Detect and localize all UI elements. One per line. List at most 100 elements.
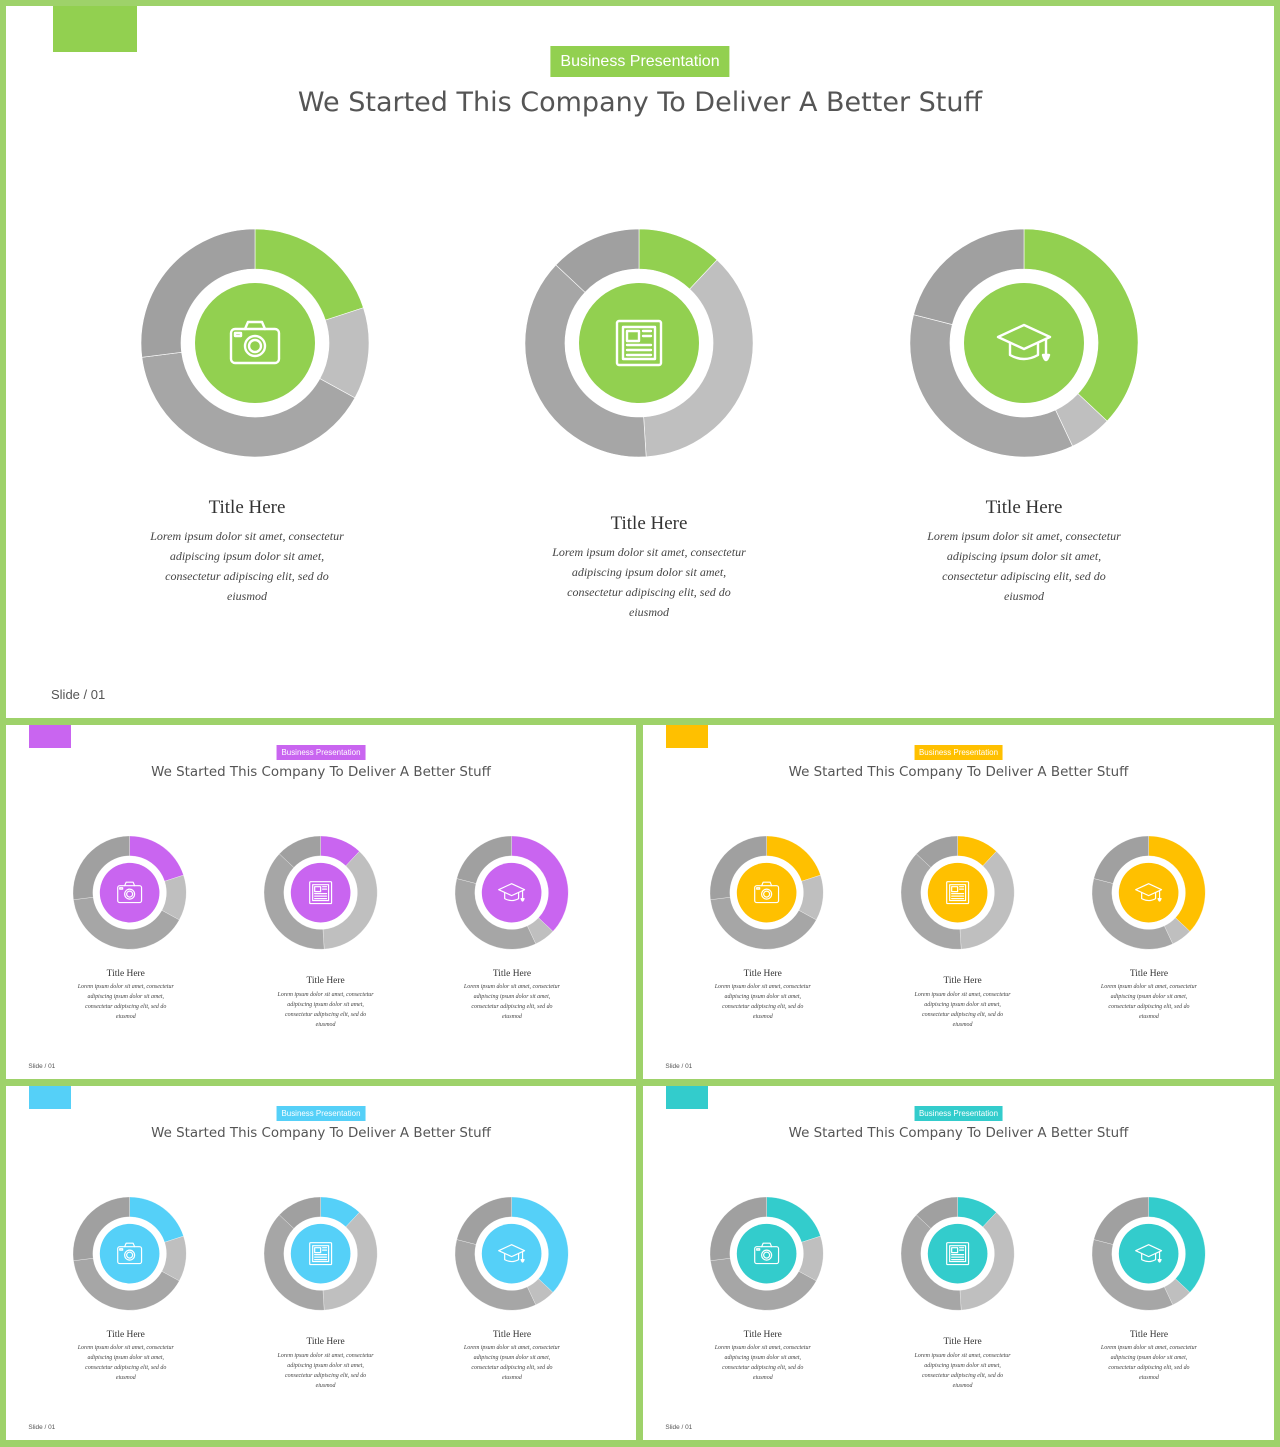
card-title: Title Here: [610, 513, 688, 534]
donut-segment: [140, 228, 256, 358]
donut-segment: [141, 351, 356, 458]
donut-segment: [524, 264, 647, 458]
card-title: Title Here: [106, 968, 145, 979]
donut-center: [482, 862, 542, 923]
donut-center: [99, 1223, 160, 1284]
card-title: Title Here: [106, 1329, 145, 1340]
slide-3: Business Presentation We Started This Com…: [643, 725, 1274, 1079]
slide-number: Slide / 01: [28, 1063, 56, 1071]
card-title: Title Here: [1129, 1329, 1169, 1340]
donut-chart-1: [140, 228, 370, 458]
donut-center: [1119, 1223, 1179, 1284]
donut-center: [290, 1223, 351, 1284]
donut-center: [1119, 862, 1179, 923]
card-body: Lorem ipsum dolor sit amet, consectetur …: [150, 529, 344, 603]
graduation-cap-icon: [498, 882, 526, 902]
business-badge: Business Presentation: [276, 744, 366, 761]
slide-heading: We Started This Company To Deliver A Bet…: [297, 87, 983, 118]
business-badge: Business Presentation: [550, 46, 730, 77]
donut-center: [290, 862, 351, 923]
donut-center: [964, 283, 1084, 403]
donut-center: [927, 862, 988, 923]
card-body: Lorem ipsum dolor sit amet, consectetur …: [277, 1353, 374, 1390]
slide-1: Business Presentation We Started This Com…: [6, 6, 1274, 718]
graduation-cap-icon: [1135, 882, 1163, 902]
info-card-3: Title Here Lorem ipsum dolor sit amet, co…: [1084, 1330, 1213, 1385]
card-title: Title Here: [492, 968, 532, 979]
slide-number: Slide / 01: [665, 1424, 693, 1432]
card-title: Title Here: [306, 1337, 345, 1348]
business-badge: Business Presentation: [914, 1105, 1003, 1122]
corner-accent: [29, 1086, 72, 1109]
card-title: Title Here: [985, 497, 1063, 518]
slide-2: Business Presentation We Started This Com…: [6, 725, 636, 1079]
donut-chart-1: [709, 1196, 824, 1311]
corner-accent: [29, 725, 72, 748]
corner-accent: [666, 1086, 709, 1109]
camera-icon: [754, 1242, 780, 1265]
donut-segment: [456, 1196, 513, 1245]
card-title: Title Here: [306, 976, 345, 987]
business-badge: Business Presentation: [914, 744, 1003, 761]
card-body: Lorem ipsum dolor sit amet, consectetur …: [1100, 984, 1197, 1021]
slide-heading: We Started This Company To Deliver A Bet…: [788, 764, 1129, 780]
donut-segment: [456, 835, 513, 884]
donut-segment: [643, 259, 754, 458]
graduation-cap-icon: [498, 1243, 526, 1263]
card-body: Lorem ipsum dolor sit amet, consectetur …: [1100, 1345, 1197, 1382]
info-card-2: Title Here Lorem ipsum dolor sit amet, co…: [519, 512, 779, 622]
donut-chart-2: [524, 228, 754, 458]
donut-segment: [913, 228, 1025, 325]
slide-4: Business Presentation We Started This Com…: [6, 1086, 636, 1440]
slide-heading: We Started This Company To Deliver A Bet…: [151, 764, 491, 780]
newspaper-icon: [615, 319, 663, 367]
donut-chart-1: [709, 835, 824, 950]
graduation-cap-icon: [996, 323, 1052, 362]
card-body: Lorem ipsum dolor sit amet, consectetur …: [77, 1345, 174, 1382]
card-body: Lorem ipsum dolor sit amet, consectetur …: [463, 984, 560, 1021]
card-title: Title Here: [743, 968, 782, 979]
card-title: Title Here: [743, 1329, 782, 1340]
donut-center: [482, 1223, 542, 1284]
info-card-3: Title Here Lorem ipsum dolor sit amet, co…: [447, 969, 576, 1024]
donut-segment: [555, 228, 640, 293]
donut-chart-2: [263, 835, 378, 950]
donut-segment: [1023, 228, 1139, 422]
donut-segment: [1093, 835, 1150, 884]
card-body: Lorem ipsum dolor sit amet, consectetur …: [552, 545, 746, 619]
donut-chart-1: [72, 1196, 187, 1311]
newspaper-icon: [309, 880, 333, 905]
info-card-3: Title Here Lorem ipsum dolor sit amet, co…: [1084, 969, 1213, 1024]
info-card-1: Title Here Lorem ipsum dolor sit amet, co…: [61, 1330, 190, 1385]
graduation-cap-icon: [1135, 1243, 1163, 1263]
donut-chart-3: [455, 1196, 569, 1311]
info-card-1: Title Here Lorem ipsum dolor sit amet, co…: [698, 1330, 827, 1385]
card-body: Lorem ipsum dolor sit amet, consectetur …: [914, 992, 1011, 1029]
donut-chart-2: [263, 1196, 378, 1311]
business-badge: Business Presentation: [276, 1105, 366, 1122]
donut-center: [736, 862, 797, 923]
donut-center: [736, 1223, 797, 1284]
donut-chart-3: [1092, 1196, 1206, 1311]
card-body: Lorem ipsum dolor sit amet, consectetur …: [714, 984, 811, 1021]
donut-segment: [909, 314, 1073, 458]
info-card-2: Title Here Lorem ipsum dolor sit amet, co…: [261, 976, 390, 1031]
donut-segment: [1093, 1196, 1150, 1245]
card-title: Title Here: [1129, 968, 1169, 979]
slide-number: Slide / 01: [665, 1063, 693, 1071]
newspaper-icon: [309, 1241, 333, 1266]
card-title: Title Here: [943, 976, 982, 987]
donut-segment: [279, 835, 321, 868]
info-card-1: Title Here Lorem ipsum dolor sit amet, co…: [61, 969, 190, 1024]
donut-center: [927, 1223, 988, 1284]
slide-5: Business Presentation We Started This Com…: [643, 1086, 1274, 1440]
slide-heading: We Started This Company To Deliver A Bet…: [788, 1125, 1129, 1141]
info-card-1: Title Here Lorem ipsum dolor sit amet, co…: [698, 969, 827, 1024]
slide-number: Slide / 01: [28, 1424, 56, 1432]
donut-center: [579, 283, 699, 403]
newspaper-icon: [946, 1241, 970, 1266]
slide-number: Slide / 01: [51, 687, 106, 702]
donut-center: [195, 283, 315, 403]
info-card-2: Title Here Lorem ipsum dolor sit amet, co…: [898, 976, 1027, 1031]
card-body: Lorem ipsum dolor sit amet, consectetur …: [277, 992, 374, 1029]
